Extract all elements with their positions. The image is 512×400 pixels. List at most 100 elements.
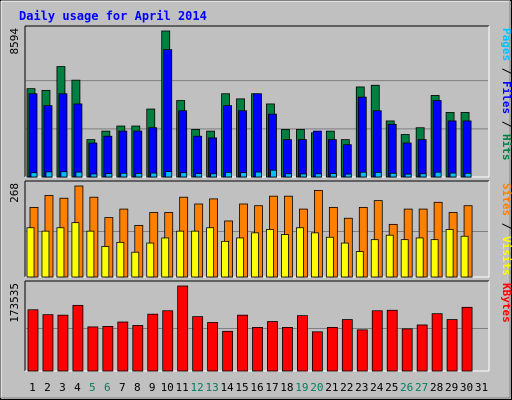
bar-sites xyxy=(26,227,35,278)
bar-kbytes xyxy=(72,304,84,372)
legend-segment: Sites xyxy=(500,183,512,216)
legend-segment: Hits xyxy=(500,134,512,161)
bar-files xyxy=(402,142,412,178)
bar-sites xyxy=(146,242,155,278)
x-tick-label: 18 xyxy=(280,381,293,394)
bar-sites xyxy=(296,227,304,278)
bar-files xyxy=(163,49,173,178)
bar-pages xyxy=(300,173,307,178)
bar-sites xyxy=(116,241,125,278)
bar-kbytes xyxy=(42,314,54,372)
x-tick-label: 17 xyxy=(265,381,278,394)
bar-kbytes xyxy=(87,326,99,372)
x-tick-label: 22 xyxy=(340,381,353,394)
bar-files xyxy=(208,137,218,178)
bar-kbytes xyxy=(207,322,219,372)
chart-title: Daily usage for April 2014 xyxy=(19,9,207,23)
bar-sites xyxy=(191,230,200,278)
bar-files xyxy=(372,110,382,178)
bar-sites xyxy=(340,242,349,278)
x-tick-label: 3 xyxy=(59,381,66,394)
bar-pages xyxy=(180,172,188,178)
axis-max-label: 8594 xyxy=(8,28,21,55)
bar-kbytes xyxy=(356,329,368,372)
bar-files xyxy=(28,93,38,178)
bar-pages xyxy=(30,172,38,178)
bar-sites xyxy=(281,234,289,278)
x-tick-label: 19 xyxy=(295,381,308,394)
x-tick-label: 7 xyxy=(119,381,126,394)
bar-sites xyxy=(355,251,364,278)
bar-sites xyxy=(176,230,185,278)
legend-segment: / xyxy=(500,61,512,81)
bar-pages xyxy=(255,171,262,178)
x-tick-label: 30 xyxy=(460,381,473,394)
x-tick-label: 2 xyxy=(44,381,51,394)
bar-files xyxy=(118,130,128,178)
bar-sites xyxy=(400,239,409,278)
bar-files xyxy=(43,105,53,178)
bar-sites xyxy=(445,229,454,278)
bar-files xyxy=(193,135,203,178)
bar-files xyxy=(268,113,277,178)
bar-pages xyxy=(419,173,427,178)
bar-kbytes xyxy=(431,313,443,372)
bar-pages xyxy=(374,172,382,178)
bar-sites xyxy=(41,230,50,278)
bar-pages xyxy=(195,173,203,178)
bar-sites xyxy=(251,232,259,278)
bar-files xyxy=(342,144,352,178)
legend-segment: / xyxy=(500,114,512,134)
legend-segment: Visits xyxy=(500,236,512,276)
bar-pages xyxy=(344,173,352,178)
bar-kbytes xyxy=(326,327,338,372)
legend-segment: / xyxy=(500,216,512,236)
bar-sites xyxy=(236,237,244,278)
bar-kbytes xyxy=(446,319,458,372)
bar-files xyxy=(447,120,457,178)
x-tick-label: 16 xyxy=(250,381,263,394)
x-tick-label: 13 xyxy=(205,381,218,394)
x-tick-label: 26 xyxy=(400,381,413,394)
bar-pages xyxy=(75,171,83,178)
bar-pages xyxy=(449,172,457,178)
bar-kbytes xyxy=(27,309,39,372)
bar-pages xyxy=(225,172,232,178)
x-tick-label: 15 xyxy=(235,381,248,394)
legend-label: KBytes xyxy=(500,283,512,323)
bar-pages xyxy=(165,171,173,178)
bar-kbytes xyxy=(311,331,323,372)
bar-pages xyxy=(210,173,218,178)
bar-kbytes xyxy=(147,313,159,372)
bar-pages xyxy=(45,171,53,178)
bar-pages xyxy=(404,173,412,178)
bar-files xyxy=(58,93,68,178)
bar-files xyxy=(312,130,322,178)
bar-kbytes xyxy=(341,319,353,372)
bar-kbytes xyxy=(192,316,204,372)
bar-files xyxy=(417,139,427,178)
x-tick-label: 24 xyxy=(370,381,384,394)
bar-sites xyxy=(325,236,334,278)
bar-sites xyxy=(206,227,215,278)
bar-pages xyxy=(464,172,472,178)
bar-kbytes xyxy=(117,321,129,372)
bar-pages xyxy=(434,171,442,178)
bar-sites xyxy=(460,235,469,278)
bar-files xyxy=(88,142,98,178)
bar-kbytes xyxy=(386,309,398,372)
bar-files xyxy=(178,110,188,178)
bar-sites xyxy=(310,232,319,278)
bar-files xyxy=(387,123,397,178)
bar-sites xyxy=(131,251,140,278)
bar-files xyxy=(432,100,442,178)
bar-files xyxy=(283,139,292,178)
legend-segment: Files xyxy=(500,81,512,114)
bar-files xyxy=(223,105,232,178)
bar-kbytes xyxy=(132,325,144,372)
bar-pages xyxy=(329,173,337,178)
legend-segment: Pages xyxy=(500,28,512,61)
legend-segment: KBytes xyxy=(500,283,512,323)
x-tick-label: 21 xyxy=(325,381,338,394)
bar-kbytes xyxy=(282,327,293,372)
